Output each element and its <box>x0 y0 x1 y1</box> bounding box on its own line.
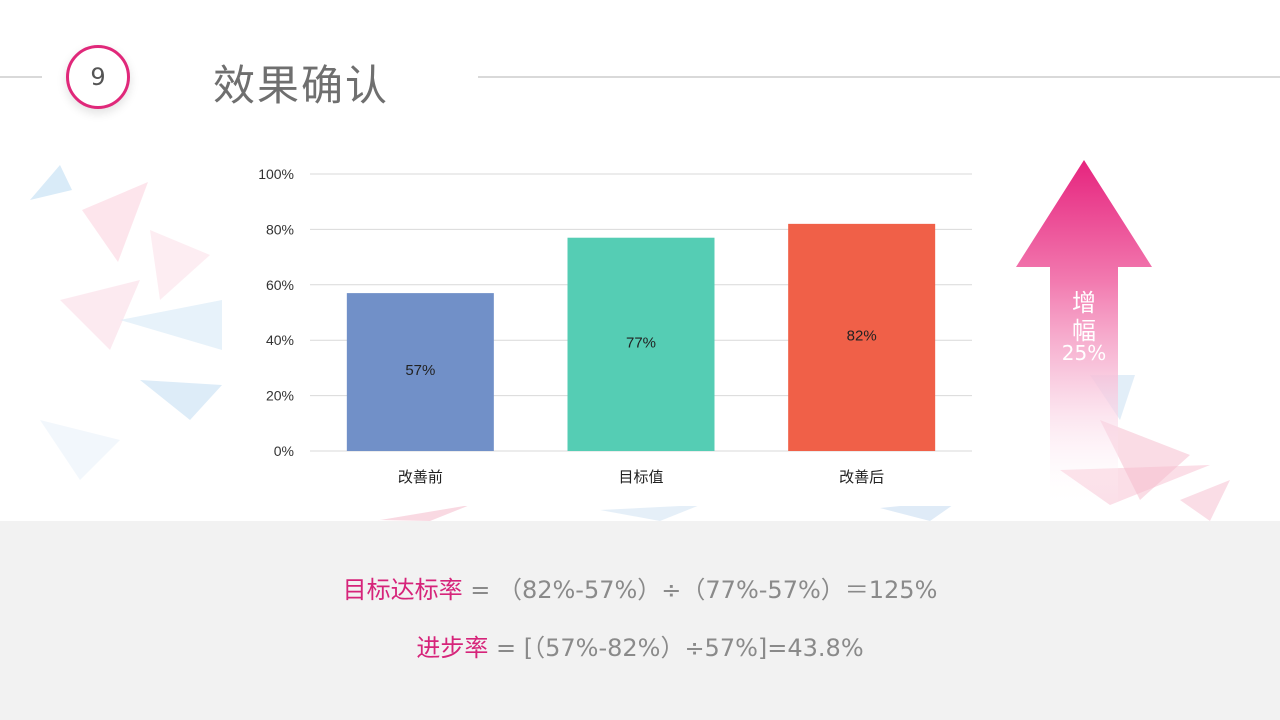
formula-achievement-label: 目标达标率 <box>342 576 463 604</box>
x-tick-label: 改善前 <box>398 468 443 486</box>
arrow-shape <box>1016 160 1152 510</box>
arrow-label-line1: 增 <box>1072 289 1096 317</box>
formula-band <box>0 521 1280 720</box>
data-label: 82% <box>847 327 877 344</box>
page-title: 效果确认 <box>213 61 390 110</box>
increase-arrow: 增 幅 25% <box>1014 160 1154 510</box>
bar <box>788 223 936 451</box>
formula-progress-label: 进步率 <box>416 634 489 662</box>
chart-panel: 0% 20% 40% 60% 80% 100% 57% 改善前 77% 目标值 82% 改善后 <box>222 146 998 506</box>
slide-number-badge: 9 <box>66 45 130 109</box>
header-line-left <box>0 76 42 78</box>
data-label: 77% <box>626 334 656 351</box>
arrow-label-percent: 25% <box>1061 341 1107 365</box>
y-tick-label: 100% <box>258 166 294 182</box>
formula-progress-expression: = [（57%-82%）÷57%]=43.8% <box>488 634 864 662</box>
bar <box>346 293 494 451</box>
formula-achievement-rate: 目标达标率 = （82%-57%）÷（77%-57%）＝125% <box>0 570 1280 605</box>
y-tick-label: 40% <box>266 332 294 348</box>
y-tick-label: 60% <box>266 277 294 293</box>
y-tick-label: 0% <box>274 443 294 459</box>
slide-number: 9 <box>90 63 106 91</box>
y-tick-label: 20% <box>266 388 294 404</box>
header-line-right <box>478 76 1280 78</box>
data-label: 57% <box>405 362 435 379</box>
bar-chart: 0% 20% 40% 60% 80% 100% 57% 改善前 77% 目标值 82% 改善后 <box>258 166 972 486</box>
bar <box>567 237 715 451</box>
formula-progress-rate: 进步率 = [（57%-82%）÷57%]=43.8% <box>0 628 1280 663</box>
formula-achievement-expression: = （82%-57%）÷（77%-57%）＝125% <box>462 576 938 604</box>
arrow-label-line2: 幅 <box>1072 317 1096 345</box>
x-tick-label: 目标值 <box>618 468 663 486</box>
y-tick-label: 80% <box>266 221 294 237</box>
x-tick-label: 改善后 <box>839 468 884 486</box>
